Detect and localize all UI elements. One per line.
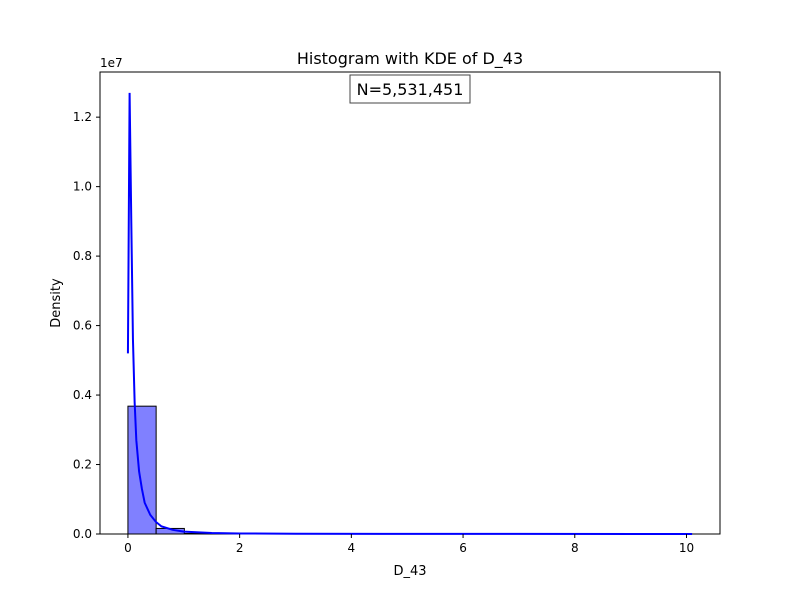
- histogram-bar: [127, 405, 157, 535]
- y-tick-label: 0.8: [73, 249, 92, 263]
- histogram-bars: [127, 405, 693, 535]
- x-tick-label: 8: [571, 541, 579, 555]
- y-tick-label: 0.4: [73, 388, 92, 402]
- plot-frame: [99, 71, 721, 535]
- x-tick-label: 2: [236, 541, 244, 555]
- x-axis: 0 2 4 6 8 10: [124, 534, 694, 555]
- y-tick-label: 0.6: [73, 319, 92, 333]
- annotation-box: [349, 74, 471, 104]
- y-offset-label: 1e7: [100, 56, 123, 70]
- x-tick-label: 0: [124, 541, 132, 555]
- x-tick-label: 6: [459, 541, 467, 555]
- plot-area: [99, 71, 721, 535]
- x-axis-label: D_43: [393, 564, 426, 579]
- x-tick-label: 10: [679, 541, 694, 555]
- y-tick-label: 1.0: [73, 180, 92, 194]
- chart-title: Histogram with KDE of D_43: [297, 49, 523, 69]
- annotation-text: N=5,531,451: [357, 80, 464, 99]
- y-axis: 0.0 0.2 0.4 0.6 0.8 1.0 1.2: [73, 110, 100, 541]
- count-annotation: N=5,531,451: [349, 74, 471, 104]
- y-tick-label: 1.2: [73, 110, 92, 124]
- y-tick-label: 0.2: [73, 458, 92, 472]
- y-axis-label: Density: [49, 278, 64, 328]
- x-tick-label: 4: [348, 541, 356, 555]
- y-tick-label: 0.0: [73, 527, 92, 541]
- kde-curve: [126, 92, 693, 535]
